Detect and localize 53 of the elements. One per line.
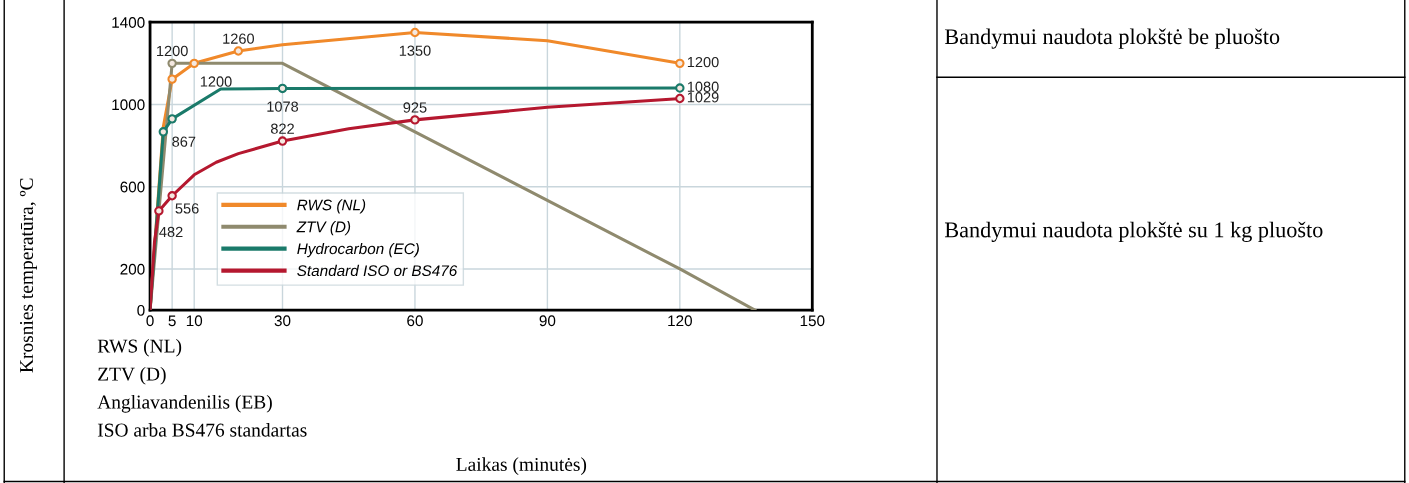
point xyxy=(189,58,199,69)
data-label: 556 xyxy=(175,203,199,214)
y-tick-label: 0 xyxy=(137,304,145,316)
text: Laikas (minutės) xyxy=(456,457,587,475)
point xyxy=(277,83,288,94)
x-tick-label: 120 xyxy=(668,315,692,327)
legend-label: ZTV (D) xyxy=(296,221,351,236)
point xyxy=(167,74,177,84)
data-label: 867 xyxy=(172,136,196,147)
y-tick-label: 1400 xyxy=(112,17,145,28)
text: Bandymui naudota plokštė be pluošto xyxy=(944,28,1280,49)
point xyxy=(675,83,685,93)
point xyxy=(158,127,169,137)
x-tick-label: 150 xyxy=(800,315,825,327)
y-tick-label: 200 xyxy=(120,263,145,275)
y-tick-label: 1000 xyxy=(112,99,145,111)
x-tick-label: 0 xyxy=(146,315,154,327)
data-label: 925 xyxy=(403,102,427,113)
point xyxy=(675,93,685,104)
point xyxy=(167,114,177,124)
point xyxy=(167,191,177,201)
text: Bandymui naudota plokštė su 1 kg pluošto xyxy=(944,221,1323,242)
data-label: 1078 xyxy=(267,101,299,112)
y-axis-title: Krosnies temperatūra, ºC xyxy=(19,178,37,373)
x-tick-label: 30 xyxy=(274,315,291,327)
legend-label: Standard ISO or BS476 xyxy=(297,264,458,277)
legend-label: RWS (NL) xyxy=(297,199,366,214)
text: ISO arba BS476 standartas xyxy=(97,422,307,437)
point xyxy=(154,206,164,216)
data-label: 482 xyxy=(159,226,183,238)
x-tick-label: 5 xyxy=(168,315,176,327)
data-label: 1260 xyxy=(223,33,255,44)
point xyxy=(233,46,244,56)
y-tick-label: 600 xyxy=(120,181,145,193)
data-label: 1200 xyxy=(157,45,188,57)
data-label: 1350 xyxy=(399,45,431,56)
point xyxy=(277,136,288,146)
data-label: 1080 xyxy=(687,81,719,92)
data-label: 1200 xyxy=(687,56,719,68)
data-label: 1200 xyxy=(200,76,232,87)
x-tick-label: 10 xyxy=(186,315,203,327)
x-tick-label: 90 xyxy=(539,315,556,327)
legend-label: Hydrocarbon (EC) xyxy=(297,242,419,258)
point xyxy=(167,58,177,69)
text: RWS (NL) xyxy=(97,338,182,357)
point xyxy=(675,58,685,69)
point xyxy=(410,27,420,38)
data-label: 822 xyxy=(270,123,294,134)
text: Angliavandenilis (EB) xyxy=(97,394,272,413)
point xyxy=(410,115,420,125)
data-label: 1029 xyxy=(687,92,719,103)
text: ZTV (D) xyxy=(98,366,166,385)
x-tick-label: 60 xyxy=(407,315,423,327)
